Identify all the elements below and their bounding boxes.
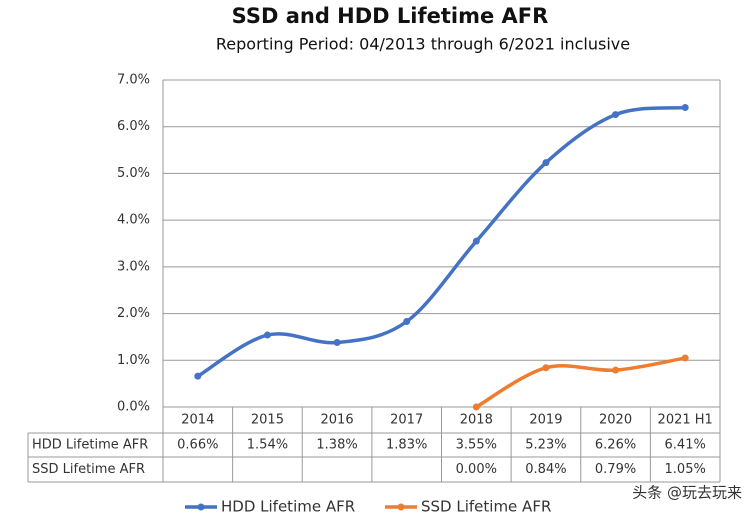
- table-row-header: HDD Lifetime AFR: [32, 438, 148, 453]
- table-cell: 1.05%: [665, 462, 706, 477]
- data-point: [472, 237, 480, 245]
- data-point: [263, 331, 271, 339]
- watermark: 头条 @玩去玩来: [632, 484, 742, 502]
- data-point: [333, 339, 341, 347]
- data-point: [542, 159, 550, 167]
- table-cell: 5.23%: [525, 438, 566, 453]
- y-tick-label: 6.0%: [117, 119, 150, 134]
- data-point: [194, 372, 202, 380]
- table-cell: 6.41%: [665, 438, 706, 453]
- x-tick-label: 2017: [390, 413, 423, 428]
- y-tick-label: 5.0%: [117, 166, 150, 181]
- x-tick-label: 2021 H1: [658, 413, 713, 428]
- table-cell: 3.55%: [456, 438, 497, 453]
- series-line: [196, 105, 686, 378]
- y-tick-label: 7.0%: [117, 73, 150, 88]
- table-cell: 0.00%: [456, 462, 497, 477]
- x-tick-label: 2015: [251, 413, 284, 428]
- data-point: [681, 104, 689, 112]
- table-cell: 0.66%: [177, 438, 218, 453]
- y-tick-label: 0.0%: [117, 400, 150, 415]
- table-cell: 1.54%: [247, 438, 288, 453]
- x-tick-label: 2020: [599, 413, 632, 428]
- y-tick-label: 1.0%: [117, 353, 150, 368]
- data-point: [542, 364, 550, 372]
- table-cell: 6.26%: [595, 438, 636, 453]
- data-point: [681, 354, 689, 362]
- x-tick-label: 2014: [181, 413, 214, 428]
- legend-swatch: [397, 503, 405, 511]
- data-point: [612, 111, 620, 119]
- y-tick-label: 4.0%: [117, 213, 150, 228]
- x-tick-label: 2019: [529, 413, 562, 428]
- x-tick-label: 2016: [321, 413, 354, 428]
- chart-title: SSD and HDD Lifetime AFR: [232, 4, 549, 28]
- legend-label: SSD Lifetime AFR: [421, 498, 551, 516]
- y-tick-label: 2.0%: [117, 306, 150, 321]
- data-point: [403, 318, 411, 326]
- legend-label: HDD Lifetime AFR: [221, 498, 355, 516]
- chart-subtitle: Reporting Period: 04/2013 through 6/2021…: [216, 35, 630, 54]
- data-point: [612, 366, 620, 374]
- table-cell: 1.38%: [316, 438, 357, 453]
- table-cell: 0.79%: [595, 462, 636, 477]
- legend-swatch: [197, 503, 205, 511]
- series-line: [475, 356, 686, 409]
- table-cell: 1.83%: [386, 438, 427, 453]
- y-tick-label: 3.0%: [117, 259, 150, 274]
- x-tick-label: 2018: [460, 413, 493, 428]
- table-cell: 0.84%: [525, 462, 566, 477]
- table-row-header: SSD Lifetime AFR: [32, 462, 145, 477]
- data-point: [472, 403, 480, 411]
